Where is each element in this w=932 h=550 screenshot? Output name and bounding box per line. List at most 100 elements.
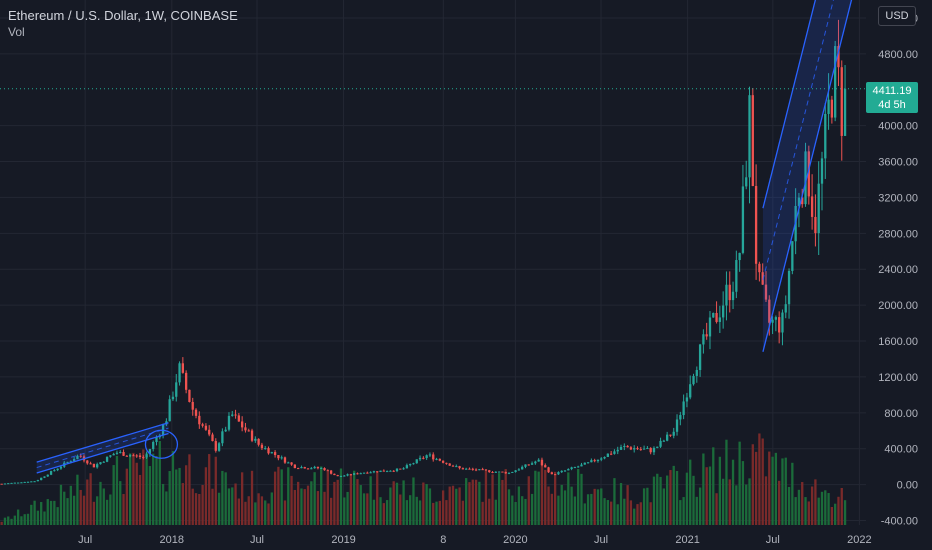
- candle-body: [59, 466, 63, 469]
- candle-body: [791, 241, 794, 271]
- volume-bar: [155, 455, 158, 525]
- candle-body: [323, 468, 326, 471]
- candle-body: [801, 197, 804, 205]
- volume-bar: [781, 458, 784, 525]
- volume-bar: [784, 457, 787, 525]
- volume-bar: [412, 477, 415, 525]
- candle-body: [326, 470, 329, 472]
- y-tick-label: 800.00: [884, 408, 918, 420]
- candlesticks: [0, 19, 847, 485]
- currency-button[interactable]: USD: [878, 6, 916, 26]
- candle-body: [768, 299, 771, 323]
- candle-body: [138, 455, 142, 457]
- candle-body: [629, 447, 633, 450]
- volume-bar: [109, 494, 112, 525]
- candle-body: [237, 415, 241, 422]
- candle-body: [784, 304, 787, 313]
- volume-bar: [353, 470, 356, 525]
- volume-bar: [20, 516, 23, 525]
- volume-bar: [260, 496, 264, 525]
- candle-body: [715, 312, 718, 322]
- volume-bar: [814, 479, 817, 525]
- candle-body: [537, 459, 540, 462]
- volume-bar: [774, 452, 778, 525]
- time-axis[interactable]: Jul 2018 Jul 2019 8 2020 Jul 2021 Jul 2022: [78, 534, 871, 546]
- volume-bar: [702, 453, 705, 525]
- volume-bar: [250, 470, 254, 525]
- x-tick-label: Jul: [766, 534, 780, 546]
- y-tick-label: -400.00: [881, 516, 918, 528]
- candle-body: [66, 461, 69, 463]
- volume-bar: [521, 496, 524, 525]
- candle-body: [817, 183, 820, 234]
- volume-bar: [824, 490, 827, 525]
- candle-body: [86, 460, 89, 464]
- candle-body: [590, 460, 593, 463]
- candle-body: [168, 399, 171, 422]
- volume-bar: [609, 501, 613, 525]
- volume-bar: [639, 502, 642, 525]
- volume-bar: [679, 500, 682, 525]
- candle-body: [534, 461, 537, 464]
- candle-body: [273, 452, 277, 456]
- volume-bar: [656, 473, 659, 525]
- candle-body: [675, 419, 679, 432]
- candle-body: [451, 465, 455, 467]
- volume-bar: [794, 497, 797, 525]
- candle-body: [682, 401, 685, 416]
- volume-bar: [247, 496, 250, 525]
- volume-bar: [745, 484, 748, 525]
- volume-bar: [0, 521, 3, 525]
- volume-bar: [33, 500, 36, 525]
- volume-bar: [507, 489, 511, 525]
- candle-body: [234, 414, 237, 416]
- candle-body: [257, 438, 260, 445]
- volume-bar: [540, 461, 544, 525]
- candle-body: [339, 476, 343, 478]
- candle-body: [504, 472, 507, 474]
- volume-bar: [300, 488, 303, 525]
- candle-body: [175, 382, 178, 397]
- volume-bar: [830, 506, 834, 525]
- candle-body: [731, 291, 735, 301]
- volume-bar: [491, 474, 494, 525]
- candle-body: [824, 113, 827, 159]
- candle-body: [758, 263, 761, 273]
- volume-bar: [764, 476, 768, 525]
- volume-bar: [339, 468, 343, 525]
- candle-body: [336, 475, 339, 477]
- volume-bar: [471, 479, 474, 525]
- volume-bar: [425, 484, 428, 525]
- candle-body: [293, 464, 297, 469]
- candle-body: [781, 312, 784, 333]
- candle-body: [227, 415, 231, 430]
- candle-body: [438, 458, 441, 461]
- candle-body: [557, 472, 560, 475]
- volume-bar: [593, 488, 596, 525]
- candle-body: [603, 456, 606, 459]
- volume-bar: [313, 472, 316, 525]
- volume-indicator-label[interactable]: Vol: [8, 25, 25, 39]
- volume-bar: [567, 472, 570, 525]
- volume-bar: [669, 470, 672, 525]
- candle-body: [217, 443, 221, 451]
- volume-bar: [415, 496, 418, 525]
- volume-bar: [418, 500, 422, 525]
- volume-bar: [3, 517, 7, 525]
- volume-bar: [297, 481, 300, 525]
- x-tick-label: 2019: [331, 534, 355, 546]
- x-tick-label: 2022: [847, 534, 871, 546]
- candle-body: [606, 453, 610, 457]
- volume-bar: [797, 489, 801, 525]
- volume-bar: [135, 462, 138, 525]
- candle-body: [10, 482, 13, 484]
- candle-body: [389, 470, 392, 472]
- volume-bar: [227, 488, 231, 525]
- candle-body: [669, 434, 672, 436]
- candle-body: [778, 317, 781, 333]
- volume-bar: [214, 456, 217, 525]
- volume-bar: [633, 508, 636, 525]
- volume-bar: [468, 482, 471, 525]
- volume-bar: [326, 471, 329, 525]
